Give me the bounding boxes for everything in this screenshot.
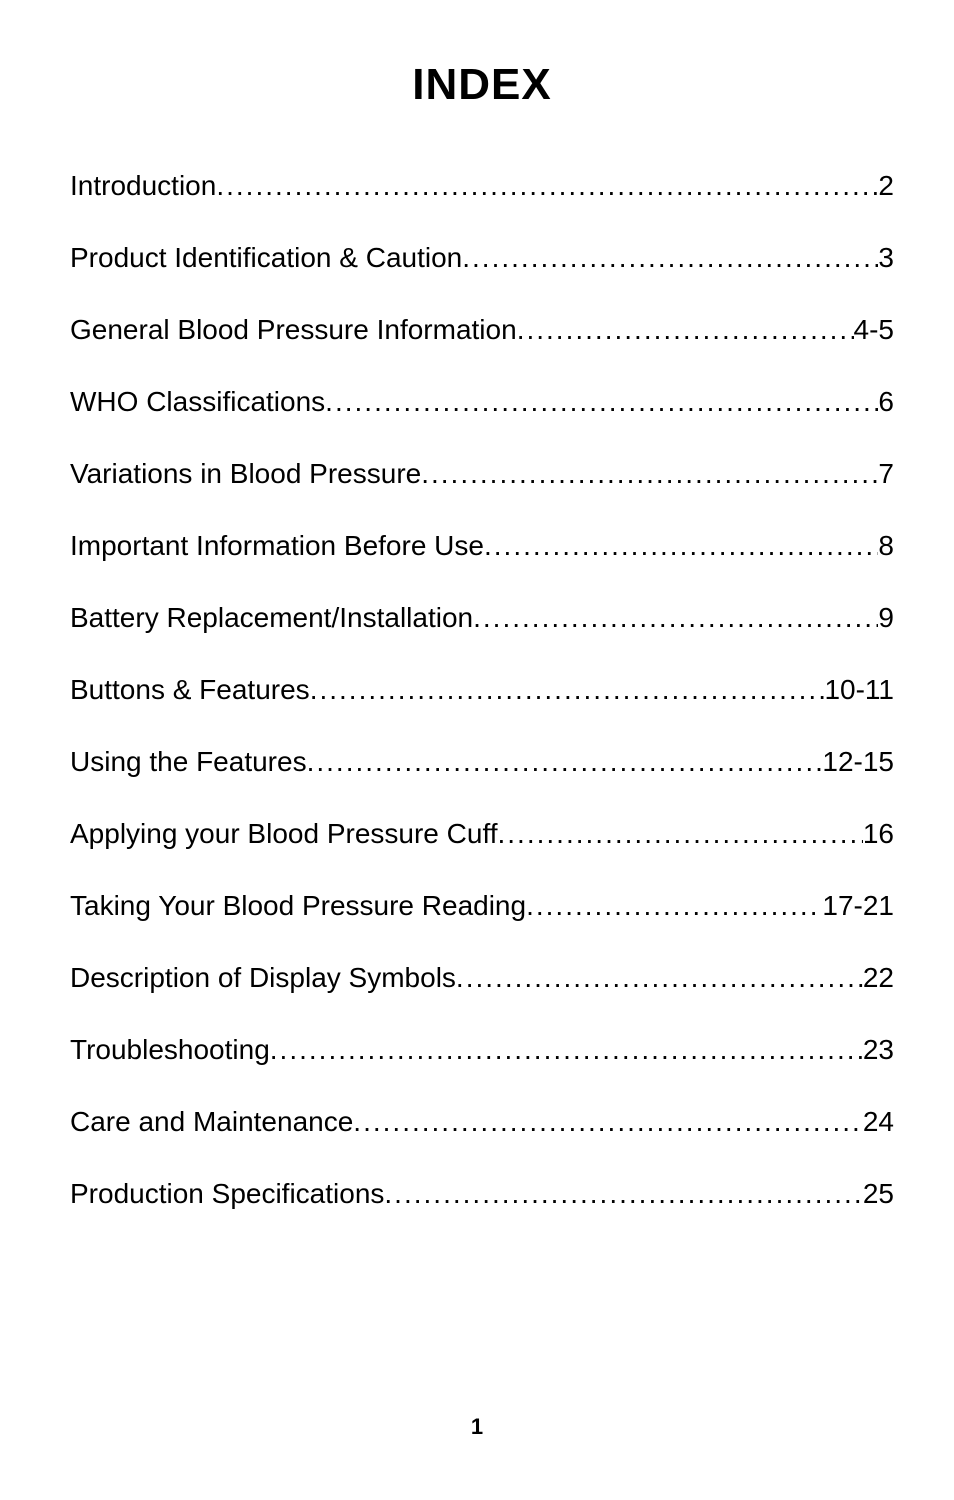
toc-label: Applying your Blood Pressure Cuff	[70, 798, 498, 870]
toc-label: Using the Features	[70, 726, 307, 798]
toc-label: Taking Your Blood Pressure Reading	[70, 870, 526, 942]
toc-page: 3	[878, 222, 894, 294]
toc-label: Battery Replacement/Installation	[70, 582, 473, 654]
toc-entry: Product Identification & Caution........…	[70, 222, 894, 294]
toc-label: Variations in Blood Pressure	[70, 438, 421, 510]
toc-label: Description of Display Symbols	[70, 942, 456, 1014]
toc-entry: WHO Classifications.....................…	[70, 366, 894, 438]
table-of-contents: Introduction............................…	[60, 150, 904, 1230]
toc-label: General Blood Pressure Information	[70, 294, 517, 366]
toc-leader-dots: ........................................…	[421, 438, 878, 510]
toc-entry: Introduction............................…	[70, 150, 894, 222]
toc-entry: Description of Display Symbols..........…	[70, 942, 894, 1014]
toc-entry: Troubleshooting.........................…	[70, 1014, 894, 1086]
toc-entry: Care and Maintenance....................…	[70, 1086, 894, 1158]
toc-page: 25	[863, 1158, 894, 1230]
toc-label: Important Information Before Use	[70, 510, 484, 582]
toc-page: 10-11	[824, 654, 894, 726]
toc-leader-dots: ........................................…	[456, 942, 863, 1014]
toc-entry: Battery Replacement/Installation........…	[70, 582, 894, 654]
toc-entry: Important Information Before Use........…	[70, 510, 894, 582]
toc-label: Buttons & Features	[70, 654, 310, 726]
toc-page: 2	[878, 150, 894, 222]
toc-leader-dots: ........................................…	[310, 654, 825, 726]
toc-label: Introduction	[70, 150, 216, 222]
toc-leader-dots: ........................................…	[353, 1086, 863, 1158]
toc-leader-dots: ........................................…	[462, 222, 878, 294]
toc-page: 23	[863, 1014, 894, 1086]
toc-leader-dots: ........................................…	[526, 870, 822, 942]
toc-leader-dots: ........................................…	[270, 1014, 863, 1086]
toc-entry: General Blood Pressure Information......…	[70, 294, 894, 366]
toc-label: WHO Classifications	[70, 366, 325, 438]
toc-page: 9	[878, 582, 894, 654]
toc-page: 7	[878, 438, 894, 510]
toc-page: 8	[878, 510, 894, 582]
toc-page: 4-5	[854, 294, 894, 366]
toc-page: 24	[863, 1086, 894, 1158]
toc-leader-dots: ........................................…	[517, 294, 854, 366]
toc-page: 17-21	[822, 870, 894, 942]
toc-leader-dots: ........................................…	[216, 150, 878, 222]
toc-leader-dots: ........................................…	[498, 798, 863, 870]
toc-leader-dots: ........................................…	[307, 726, 823, 798]
index-title: INDEX	[60, 60, 904, 110]
toc-page: 12-15	[822, 726, 894, 798]
toc-entry: Taking Your Blood Pressure Reading......…	[70, 870, 894, 942]
toc-page: 22	[863, 942, 894, 1014]
page-number: 1	[0, 1414, 954, 1440]
toc-leader-dots: ........................................…	[325, 366, 878, 438]
toc-leader-dots: ........................................…	[384, 1158, 862, 1230]
toc-page: 16	[863, 798, 894, 870]
toc-label: Production Specifications	[70, 1158, 384, 1230]
toc-entry: Variations in Blood Pressure ...........…	[70, 438, 894, 510]
toc-entry: Buttons & Features......................…	[70, 654, 894, 726]
toc-label: Troubleshooting	[70, 1014, 270, 1086]
toc-leader-dots: ........................................…	[473, 582, 878, 654]
toc-page: 6	[878, 366, 894, 438]
toc-entry: Applying your Blood Pressure Cuff.......…	[70, 798, 894, 870]
toc-entry: Production Specifications...............…	[70, 1158, 894, 1230]
toc-entry: Using the Features......................…	[70, 726, 894, 798]
toc-label: Product Identification & Caution	[70, 222, 462, 294]
toc-leader-dots: ........................................…	[484, 510, 878, 582]
toc-label: Care and Maintenance	[70, 1086, 353, 1158]
